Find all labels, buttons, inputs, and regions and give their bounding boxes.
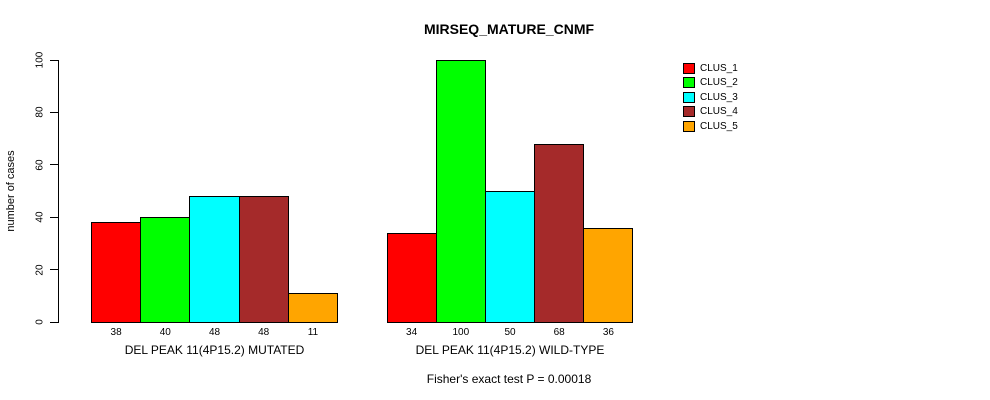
legend-item-clus_5: CLUS_5 <box>683 119 738 134</box>
bar-value-label: 38 <box>110 327 122 338</box>
y-tick-label: 20 <box>34 264 46 276</box>
bar-clus_1-group2 <box>386 232 437 323</box>
category-label: DEL PEAK 11(4P15.2) WILD-TYPE <box>415 343 605 357</box>
y-axis-line <box>58 60 59 323</box>
y-axis-tick <box>50 164 58 166</box>
legend-label: CLUS_3 <box>700 91 738 103</box>
bar-clus_4-group1 <box>238 196 289 323</box>
legend-swatch-clus_4 <box>683 106 695 118</box>
y-axis-tick <box>50 216 58 218</box>
bar-clus_2-group2 <box>435 60 486 323</box>
bar-value-label: 36 <box>602 327 614 338</box>
bar-value-label: 50 <box>504 327 516 338</box>
legend: CLUS_1 CLUS_2 CLUS_3 CLUS_4 CLUS_5 <box>683 61 738 134</box>
bar-value-label: 100 <box>452 327 470 338</box>
bar-clus_1-group1 <box>91 222 142 323</box>
bar-value-label: 68 <box>553 327 565 338</box>
y-axis-tick <box>50 59 58 61</box>
bar-value-label: 40 <box>159 327 171 338</box>
y-axis-tick <box>50 269 58 271</box>
y-tick-label: 60 <box>34 159 46 171</box>
y-axis-tick <box>50 321 58 323</box>
legend-item-clus_1: CLUS_1 <box>683 61 738 76</box>
legend-label: CLUS_2 <box>700 77 738 89</box>
y-axis-tick <box>50 111 58 113</box>
bar-clus_4-group2 <box>534 143 585 323</box>
bar-clus_2-group1 <box>140 217 191 323</box>
bar-clus_3-group2 <box>484 191 536 323</box>
legend-label: CLUS_5 <box>700 120 738 132</box>
bar-value-label: 48 <box>208 327 221 338</box>
legend-swatch-clus_3 <box>683 91 695 103</box>
bar-value-label: 34 <box>406 327 418 338</box>
bar-clus_5-group1 <box>287 293 338 323</box>
y-tick-label: 100 <box>34 51 46 69</box>
legend-swatch-clus_2 <box>683 77 695 89</box>
bar-clus_5-group2 <box>583 227 634 323</box>
footnote-text: Fisher's exact test P = 0.00018 <box>426 372 592 386</box>
bar-value-label: 11 <box>307 327 319 338</box>
bar-value-label: 48 <box>258 327 270 338</box>
chart-title: MIRSEQ_MATURE_CNMF <box>423 21 595 37</box>
legend-swatch-clus_5 <box>683 120 695 132</box>
legend-item-clus_4: CLUS_4 <box>683 105 738 120</box>
legend-item-clus_2: CLUS_2 <box>683 76 738 91</box>
legend-swatch-clus_1 <box>683 62 695 74</box>
legend-label: CLUS_1 <box>700 62 738 74</box>
y-tick-label: 0 <box>34 319 46 325</box>
category-label: DEL PEAK 11(4P15.2) MUTATED <box>124 343 305 357</box>
bar-clus_3-group1 <box>189 196 240 323</box>
legend-label: CLUS_4 <box>700 106 738 118</box>
y-axis-label: number of cases <box>5 150 17 232</box>
y-tick-label: 40 <box>34 211 46 223</box>
legend-item-clus_3: CLUS_3 <box>683 90 738 105</box>
y-tick-label: 80 <box>34 106 46 118</box>
